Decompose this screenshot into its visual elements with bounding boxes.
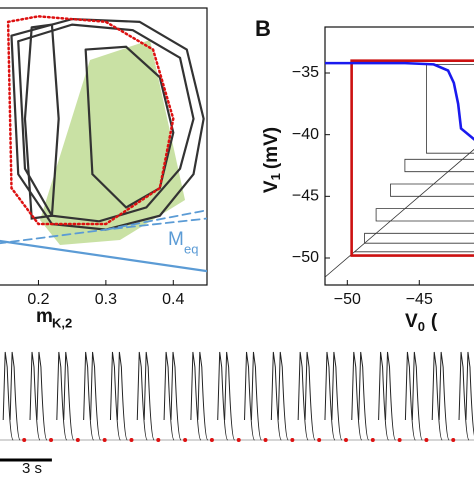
y-tick-label: −45 xyxy=(292,188,319,205)
x-label: V0 ( xyxy=(405,311,438,334)
series-line xyxy=(17,23,195,223)
spike xyxy=(63,351,75,441)
x-label-main: V xyxy=(405,311,418,332)
spike xyxy=(304,351,316,441)
x-tick-label: 0.2 xyxy=(27,291,49,308)
spike xyxy=(250,351,262,441)
trough-dot xyxy=(22,438,27,442)
x-tick-label: 0.3 xyxy=(95,291,117,308)
spike xyxy=(109,351,121,441)
spike xyxy=(9,351,21,441)
y-label-rest: (mV) xyxy=(261,127,282,169)
spike xyxy=(378,351,390,441)
panel-label: B xyxy=(255,16,271,41)
spike xyxy=(270,351,282,441)
green-region xyxy=(40,40,185,245)
series-line xyxy=(23,23,60,220)
series-line xyxy=(84,45,175,209)
trough-dot xyxy=(424,438,429,442)
spike xyxy=(190,351,202,441)
spike xyxy=(385,351,396,441)
spike xyxy=(163,351,175,441)
spike xyxy=(331,351,343,441)
y-tick-label: −35 xyxy=(292,64,319,81)
spike xyxy=(83,351,95,441)
spike xyxy=(404,351,416,441)
spike xyxy=(136,351,148,441)
trough-dot xyxy=(451,438,456,442)
panel-a-frame xyxy=(0,7,208,286)
x-label-sub: K,2 xyxy=(52,315,72,330)
spike xyxy=(324,351,336,441)
spike xyxy=(411,351,423,441)
series-line xyxy=(6,15,175,226)
x-tick-label: 0.4 xyxy=(162,291,184,308)
trough-dot xyxy=(263,438,268,442)
y-tick-label: −40 xyxy=(292,126,319,143)
spike xyxy=(358,351,370,441)
spike xyxy=(458,351,470,441)
trough-dot xyxy=(49,438,54,442)
series-line xyxy=(354,63,474,253)
spike xyxy=(431,351,443,441)
x-label: m xyxy=(36,306,53,327)
spike xyxy=(217,351,229,441)
spike xyxy=(438,351,450,441)
series-line xyxy=(350,59,474,257)
y-label-sub: 1 xyxy=(268,173,283,180)
spike xyxy=(224,351,236,441)
trough-dot xyxy=(156,438,161,442)
x-label-sub: 0 xyxy=(418,319,425,334)
series-line xyxy=(104,209,207,231)
trough-dot xyxy=(183,438,188,442)
y-tick-label: −50 xyxy=(292,249,319,266)
series-line xyxy=(10,17,205,231)
trough-dot xyxy=(290,438,295,442)
spike xyxy=(36,351,48,441)
x-tick-label: −45 xyxy=(406,291,433,308)
trough-dot xyxy=(129,438,134,442)
panel-b-frame xyxy=(324,26,474,286)
trough-dot xyxy=(397,438,402,442)
trough-dot xyxy=(343,438,348,442)
trough-dot xyxy=(75,438,80,442)
y-label: V1 (mV) xyxy=(261,127,283,193)
spike xyxy=(116,351,128,441)
spike xyxy=(197,351,209,441)
x-label-rest: ( xyxy=(431,311,438,332)
y-label-main: V xyxy=(261,180,282,193)
spike xyxy=(351,351,363,441)
spike xyxy=(2,351,14,441)
trough-dot xyxy=(236,438,241,442)
x-tick-label: −50 xyxy=(334,291,361,308)
spike xyxy=(277,351,289,441)
trough-dot xyxy=(209,438,214,442)
spike xyxy=(90,351,102,441)
spike xyxy=(143,351,155,441)
spike xyxy=(297,351,309,441)
series-line xyxy=(325,61,474,141)
spike xyxy=(244,351,256,441)
spike xyxy=(29,351,41,441)
spike xyxy=(170,351,182,441)
spike xyxy=(465,351,474,437)
scale-bar-label: 3 s xyxy=(22,460,42,474)
trough-dot xyxy=(317,438,322,442)
trough-dot xyxy=(370,438,375,442)
annotation-sub: eq xyxy=(184,241,198,256)
series-line xyxy=(0,217,207,245)
trough-dot xyxy=(102,438,107,442)
series-line xyxy=(0,239,207,273)
series-line xyxy=(325,148,474,278)
spike xyxy=(56,351,68,441)
annotation: M xyxy=(168,229,184,250)
